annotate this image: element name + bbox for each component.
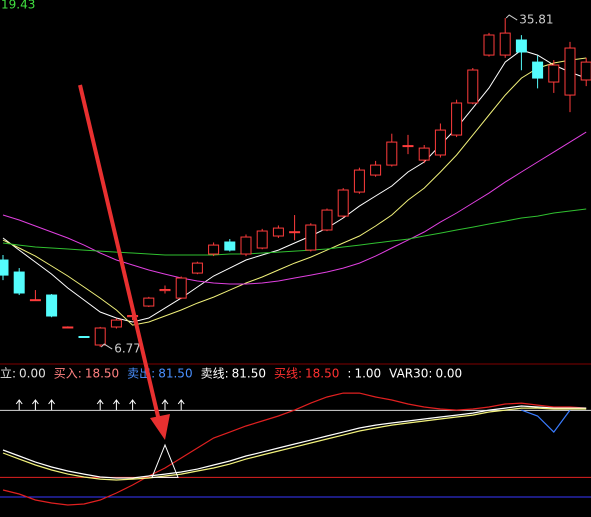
legend-name: 立: <box>0 366 16 381</box>
candle-body <box>78 336 90 339</box>
signal-arrow <box>96 399 104 410</box>
candle-body <box>175 277 187 299</box>
legend-name: 买入: <box>54 367 82 381</box>
candle-body <box>402 145 414 148</box>
candle-body <box>467 69 479 104</box>
indicator-line <box>2 405 587 479</box>
candle-body <box>29 299 41 302</box>
candle-body <box>370 164 382 176</box>
annotation-label: 35.81 <box>519 13 553 27</box>
candle-body <box>305 224 317 251</box>
candle-body <box>434 129 446 156</box>
candle-body <box>418 147 430 161</box>
legend-name: 买线: <box>274 367 302 381</box>
moving-average <box>2 208 587 256</box>
signal-arrow <box>113 399 120 410</box>
indicator-line <box>2 407 587 481</box>
legend-value: 18.50 <box>85 367 119 381</box>
candle-body <box>353 169 365 193</box>
candle-body <box>289 231 301 234</box>
signal-arrow <box>177 399 185 410</box>
candle-body <box>337 189 349 217</box>
signal-arrow <box>32 399 39 410</box>
candle-body <box>321 209 333 231</box>
candle-body <box>0 259 9 276</box>
legend-value: 81.50 <box>232 367 266 381</box>
moving-average <box>2 49 587 323</box>
candle-body <box>499 32 511 56</box>
candle-body <box>483 34 495 56</box>
candle-body <box>191 262 203 274</box>
candle-body <box>580 61 591 81</box>
candle-body <box>532 61 544 79</box>
candle-body <box>224 241 236 251</box>
legend-name: : <box>347 367 351 381</box>
pointer-arrow-shaft <box>78 84 162 426</box>
candle-body <box>110 319 122 328</box>
candle-body <box>451 102 463 136</box>
indicator-line <box>2 392 587 506</box>
candle-body <box>515 39 527 53</box>
candle-body <box>208 244 220 255</box>
candle-body <box>94 327 106 346</box>
signal-triangle <box>151 443 179 478</box>
top-label: 19.43 <box>1 0 35 12</box>
signal-arrow <box>161 399 169 410</box>
candle-body <box>272 227 284 237</box>
signal-arrow <box>15 399 23 410</box>
legend-value: 81.50 <box>158 367 192 381</box>
annotation-pointer <box>100 343 113 350</box>
candle-body <box>13 271 25 294</box>
candle-body <box>143 297 155 307</box>
annotation-label: 6.77 <box>114 342 141 356</box>
signal-arrow <box>129 399 136 410</box>
legend-name: 卖线: <box>201 367 229 381</box>
candle-body <box>240 236 252 255</box>
annotation-pointer <box>505 14 518 21</box>
legend-value: 0.00 <box>19 367 46 381</box>
signal-arrow <box>48 399 55 410</box>
moving-average <box>2 131 587 285</box>
candle-body <box>159 288 171 292</box>
candle-body <box>386 141 398 166</box>
legend-name: VAR30: <box>389 367 432 381</box>
candle-body <box>548 64 560 83</box>
candle-body <box>564 47 576 96</box>
candle-body <box>46 294 58 317</box>
legend-value: 0.00 <box>435 367 462 381</box>
pointer-arrow-head <box>150 414 170 440</box>
moving-average <box>2 57 587 326</box>
legend-value: 1.00 <box>354 367 381 381</box>
candle-body <box>256 230 268 249</box>
indicator-line <box>521 409 571 434</box>
legend-value: 18.50 <box>305 367 339 381</box>
candle-body <box>62 326 74 329</box>
